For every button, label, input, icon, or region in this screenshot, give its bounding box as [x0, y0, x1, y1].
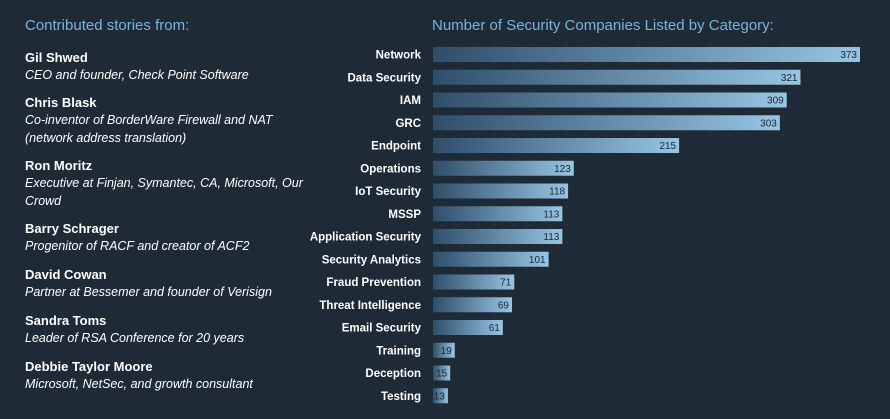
bar	[433, 229, 563, 244]
value-label: 13	[434, 391, 446, 402]
value-label: 303	[760, 118, 777, 129]
value-label: 215	[659, 141, 676, 152]
contributor-name: Barry Schrager	[25, 221, 119, 236]
value-label: 118	[549, 187, 565, 198]
bar	[433, 115, 780, 131]
category-label: IAM	[400, 95, 421, 107]
value-label: 123	[554, 164, 571, 175]
contributor-entry: Sandra Toms Leader of RSA Conference for…	[25, 312, 315, 347]
bar	[433, 138, 680, 153]
value-label: 101	[529, 255, 546, 266]
category-label: MSSP	[388, 209, 421, 221]
bar	[433, 297, 512, 313]
contributor-entry: Barry Schrager Progenitor of RACF and cr…	[25, 220, 315, 255]
category-label: Training	[376, 345, 421, 357]
bar	[433, 206, 563, 222]
contributor-entry: Ron Moritz Executive at Finjan, Symantec…	[25, 157, 315, 210]
value-label: 61	[489, 323, 501, 334]
value-label: 321	[781, 73, 798, 84]
category-label: IoT Security	[355, 186, 421, 198]
bar	[433, 92, 787, 108]
value-label: 69	[498, 300, 510, 311]
bar	[433, 320, 503, 335]
bar	[433, 47, 860, 62]
category-label: Network	[376, 50, 422, 62]
category-label: Application Security	[310, 232, 422, 244]
contributor-role: Leader of RSA Conference for 20 years	[25, 331, 245, 345]
value-label: 71	[500, 278, 512, 289]
bar	[433, 388, 448, 404]
contributor-name: Chris Blask	[25, 95, 97, 110]
value-label: 15	[436, 369, 448, 380]
bar	[433, 342, 455, 358]
bar	[433, 160, 574, 176]
category-label: Data Security	[347, 72, 421, 84]
contributor-name: David Cowan	[25, 267, 107, 282]
contributor-role: Partner at Bessemer and founder of Veris…	[25, 285, 272, 299]
contributor-name: Ron Moritz	[25, 158, 93, 173]
contributor-role: Progenitor of RACF and creator of ACF2	[25, 239, 250, 253]
bar	[433, 274, 515, 290]
chart-title: Number of Security Companies Listed by C…	[432, 17, 774, 34]
value-label: 19	[441, 346, 453, 357]
value-label: 113	[543, 209, 559, 220]
contributor-role: Executive at Finjan, Symantec, CA, Micro…	[25, 176, 303, 208]
contributor-role: CEO and founder, Check Point Software	[25, 68, 249, 82]
contributor-role: Co-inventor of BorderWare Firewall and N…	[25, 113, 273, 145]
contributors-heading: Contributed stories from:	[25, 17, 190, 34]
category-label: GRC	[395, 118, 421, 130]
category-label: Endpoint	[371, 141, 421, 153]
category-label: Testing	[381, 391, 421, 403]
category-label: Threat Intelligence	[319, 300, 421, 312]
contributor-entry: Gil Shwed CEO and founder, Check Point S…	[25, 49, 315, 84]
category-label: Operations	[360, 163, 421, 175]
value-label: 373	[840, 50, 857, 61]
value-label: 113	[543, 232, 559, 243]
bar	[433, 183, 569, 199]
contributor-name: Gil Shwed	[25, 50, 88, 65]
category-label: Deception	[365, 368, 421, 380]
category-label: Fraud Prevention	[326, 277, 421, 289]
contributor-entry: Debbie Taylor Moore Microsoft, NetSec, a…	[25, 358, 315, 393]
contributor-name: Debbie Taylor Moore	[25, 359, 153, 374]
category-label: Security Analytics	[322, 254, 421, 266]
contributor-name: Sandra Toms	[25, 313, 107, 328]
bar	[433, 69, 801, 85]
bar	[433, 365, 451, 381]
contributor-entry: David Cowan Partner at Bessemer and foun…	[25, 266, 315, 301]
value-label: 309	[767, 96, 784, 107]
category-label: Email Security	[342, 323, 422, 335]
contributor-role: Microsoft, NetSec, and growth consultant	[25, 377, 253, 391]
contributor-entry: Chris Blask Co-inventor of BorderWare Fi…	[25, 94, 315, 147]
bar	[433, 251, 549, 267]
